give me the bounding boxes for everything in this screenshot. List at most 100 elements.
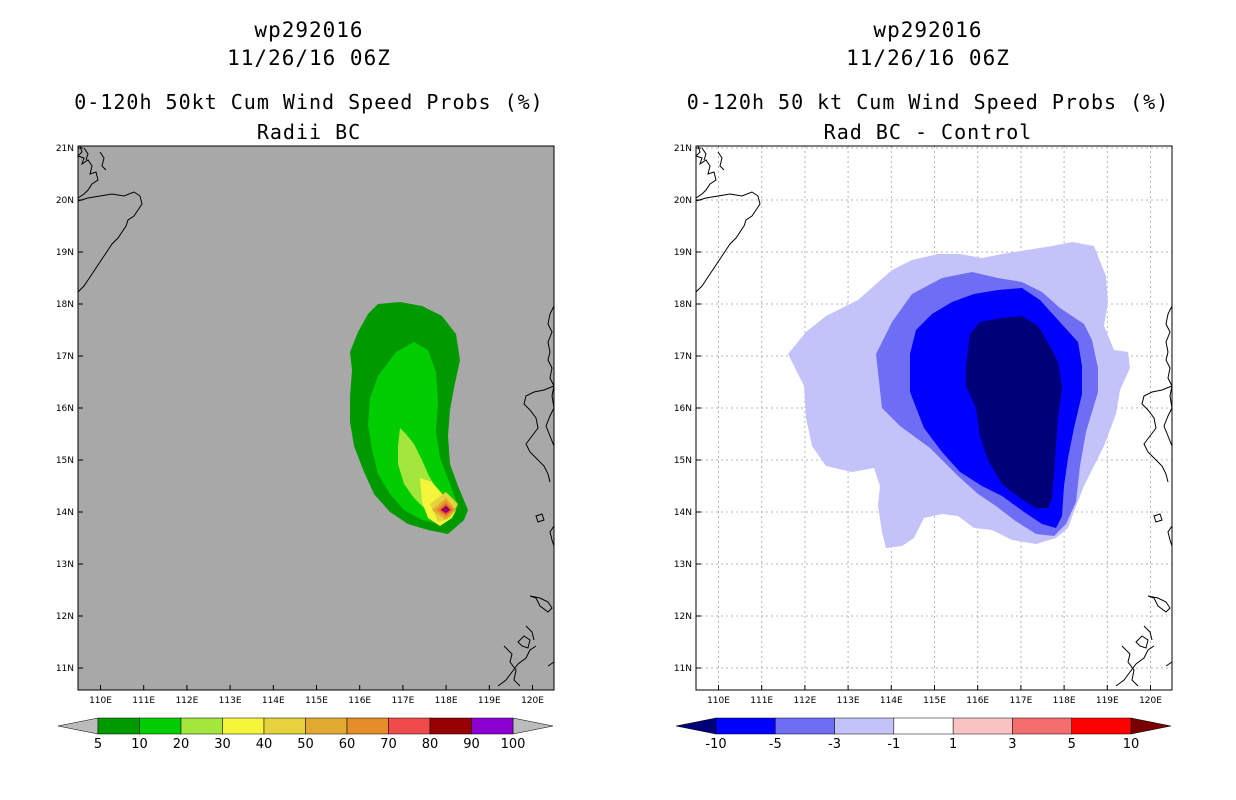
colorbar-label: 30 xyxy=(214,737,231,752)
lat-label: 12N xyxy=(56,612,74,622)
lat-label: 15N xyxy=(674,456,692,466)
lon-label: 110E xyxy=(89,696,112,706)
lat-label: 21N xyxy=(674,144,692,154)
lat-label: 19N xyxy=(674,248,692,258)
colorbar-swatch xyxy=(1071,717,1132,735)
colorbar-end-right xyxy=(1130,717,1172,735)
right-colorbar: -10 -5 -3 -1 1 3 5 10 xyxy=(675,717,1172,752)
lon-label: 111E xyxy=(750,696,773,706)
lat-label: 17N xyxy=(674,352,692,362)
lon-label: 115E xyxy=(923,696,946,706)
lon-label: 113E xyxy=(219,696,242,706)
colorbar-label: -5 xyxy=(769,737,782,752)
colorbar-label: 40 xyxy=(256,737,273,752)
colorbar-label: -1 xyxy=(887,737,900,752)
colorbar-swatch xyxy=(346,717,389,735)
lon-label: 118E xyxy=(1053,696,1076,706)
lat-label: 21N xyxy=(56,144,74,154)
lon-label: 116E xyxy=(348,696,371,706)
colorbar-swatch xyxy=(263,717,306,735)
colorbar-end-left xyxy=(57,717,99,735)
lon-label: 116E xyxy=(966,696,989,706)
lat-label: 14N xyxy=(56,508,74,518)
left-datetime: 11/26/16 06Z xyxy=(227,46,391,70)
left-map xyxy=(77,145,555,691)
colorbar-label: 3 xyxy=(1008,737,1016,752)
colorbar-swatch xyxy=(715,717,776,735)
colorbar-swatch xyxy=(222,717,265,735)
colorbar-swatch xyxy=(893,717,954,735)
lat-label: 16N xyxy=(674,404,692,414)
colorbar-label: 5 xyxy=(94,737,102,752)
lon-label: 111E xyxy=(132,696,155,706)
lat-label: 20N xyxy=(56,196,74,206)
right-datetime: 11/26/16 06Z xyxy=(846,46,1010,70)
right-storm-id: wp292016 xyxy=(873,18,983,42)
colorbar-label: -10 xyxy=(705,737,726,752)
right-subtitle: Rad BC - Control xyxy=(823,120,1033,144)
lon-label: 119E xyxy=(478,696,501,706)
lat-label: 18N xyxy=(56,300,74,310)
lon-label: 112E xyxy=(793,696,816,706)
left-storm-id: wp292016 xyxy=(254,18,364,42)
lon-label: 110E xyxy=(707,696,730,706)
lat-label: 12N xyxy=(674,612,692,622)
colorbar-swatch xyxy=(952,717,1013,735)
lat-label: 18N xyxy=(674,300,692,310)
left-prob-contours xyxy=(350,302,468,534)
right-axis-ticks xyxy=(696,147,1151,690)
colorbar-label: 60 xyxy=(339,737,356,752)
left-axis-labels: 110E 111E 112E 113E 114E 115E 116E 117E 118E 119E… xyxy=(56,144,544,706)
left-colorbar: 5 10 20 30 40 50 60 70 80 90 100 xyxy=(57,717,554,752)
left-product-title: 0-120h 50kt Cum Wind Speed Probs (%) xyxy=(74,90,544,114)
right-map xyxy=(695,145,1173,691)
left-axis-ticks xyxy=(78,147,533,690)
lon-label: 119E xyxy=(1096,696,1119,706)
lat-label: 11N xyxy=(674,664,692,674)
lat-label: 14N xyxy=(674,508,692,518)
colorbar-label: 20 xyxy=(173,737,190,752)
lon-label: 114E xyxy=(880,696,903,706)
lat-label: 15N xyxy=(56,456,74,466)
colorbar-swatch xyxy=(97,717,140,735)
colorbar-swatch xyxy=(429,717,472,735)
colorbar-swatch xyxy=(388,717,431,735)
lat-label: 17N xyxy=(56,352,74,362)
lat-label: 19N xyxy=(56,248,74,258)
contour-90 xyxy=(443,508,448,512)
lon-label: 117E xyxy=(1009,696,1032,706)
colorbar-label: 10 xyxy=(1123,737,1140,752)
colorbar-label: -3 xyxy=(828,737,841,752)
lon-label: 115E xyxy=(305,696,328,706)
lat-label: 16N xyxy=(56,404,74,414)
colorbar-swatch xyxy=(305,717,348,735)
lon-label: 117E xyxy=(391,696,414,706)
colorbar-swatch xyxy=(180,717,223,735)
colorbar-label: 100 xyxy=(501,737,526,752)
lon-label: 118E xyxy=(435,696,458,706)
lon-label: 112E xyxy=(175,696,198,706)
colorbar-label: 50 xyxy=(297,737,314,752)
colorbar-label: 1 xyxy=(949,737,957,752)
colorbar-label: 90 xyxy=(463,737,480,752)
colorbar-label: 80 xyxy=(422,737,439,752)
right-diff-contours xyxy=(788,242,1130,548)
colorbar-swatch xyxy=(775,717,835,735)
right-product-title: 0-120h 50 kt Cum Wind Speed Probs (%) xyxy=(686,90,1170,114)
colorbar-swatch xyxy=(1012,717,1072,735)
colorbar-label: 70 xyxy=(380,737,397,752)
colorbar-label: 10 xyxy=(131,737,148,752)
left-subtitle: Radii BC xyxy=(256,120,362,144)
contour-10 xyxy=(368,342,458,524)
colorbar-end-left xyxy=(675,717,717,735)
right-axis-labels: 110E 111E 112E 113E 114E 115E 116E 117E 118E 119E… xyxy=(674,144,1162,706)
lat-label: 13N xyxy=(56,560,74,570)
lon-label: 114E xyxy=(262,696,285,706)
lat-label: 20N xyxy=(674,196,692,206)
diff-contour-minus10 xyxy=(966,316,1062,508)
lat-label: 11N xyxy=(56,664,74,674)
colorbar-label: 5 xyxy=(1068,737,1076,752)
left-map-background xyxy=(78,146,554,690)
colorbar-end-right xyxy=(512,717,554,735)
